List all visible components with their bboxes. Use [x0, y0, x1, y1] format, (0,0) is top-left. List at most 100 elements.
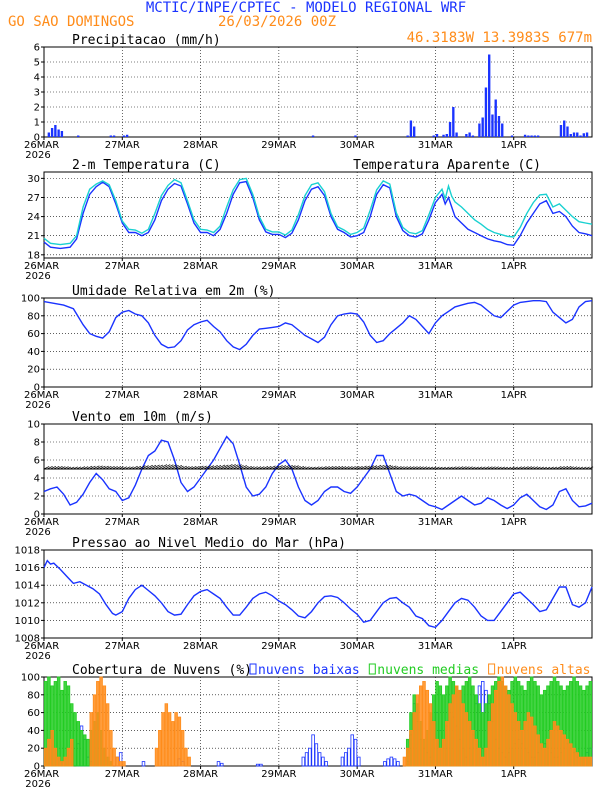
y-tick-label: 24: [27, 212, 40, 223]
bar: [47, 132, 51, 137]
wind-barb: [112, 466, 118, 470]
bar: [63, 756, 67, 767]
bar: [572, 747, 576, 767]
bar: [578, 685, 583, 767]
bar: [167, 712, 172, 767]
bar: [575, 752, 580, 767]
bar: [566, 126, 569, 137]
bar: [154, 747, 159, 767]
bar: [301, 756, 306, 767]
bar: [491, 114, 494, 137]
bar: [565, 738, 570, 767]
wind-barb: [529, 466, 535, 470]
wind-barb: [311, 466, 316, 470]
x-tick-label: 31MAR: [418, 261, 453, 272]
bar: [488, 54, 491, 137]
wind-barb: [203, 465, 211, 470]
wind-barb: [497, 466, 502, 470]
wind-barb: [324, 466, 330, 470]
bar: [164, 703, 169, 767]
bar: [585, 685, 589, 767]
bar: [451, 694, 456, 767]
bar: [458, 689, 462, 767]
wind-barb: [233, 464, 242, 470]
wind-barb: [301, 466, 307, 470]
bar: [419, 685, 423, 767]
bar: [435, 134, 439, 137]
wind-barb: [559, 466, 565, 470]
bar: [500, 676, 505, 767]
bar: [435, 738, 439, 767]
y-tick-label: 10: [27, 420, 40, 431]
bar: [118, 761, 123, 767]
series-nuvens-altas: [43, 676, 593, 767]
wind-barb: [451, 466, 457, 470]
x-tick-label: 29MAR: [261, 641, 296, 652]
wind-barb: [239, 465, 247, 470]
bar: [47, 738, 51, 767]
bar: [125, 134, 129, 137]
bar: [386, 758, 390, 767]
bar: [184, 747, 188, 767]
bar: [79, 730, 84, 767]
wind-barb: [464, 466, 470, 470]
bar: [60, 131, 64, 137]
wind-barb: [99, 465, 106, 470]
y-tick-label: 18: [27, 250, 40, 261]
x-tick-label: 29MAR: [261, 261, 296, 272]
legend-swatch: [368, 663, 376, 675]
wind-barb: [118, 466, 124, 470]
y-tick-label: 1018: [15, 546, 40, 557]
x-tick-label: 30MAR: [340, 641, 375, 652]
y-tick-label: 5: [34, 58, 40, 69]
x-year-label: 2026: [25, 527, 50, 538]
x-tick-label: 30MAR: [340, 140, 375, 151]
bar: [477, 747, 482, 767]
wind-barb: [96, 465, 103, 470]
x-tick-label: 31MAR: [418, 140, 453, 151]
wind-barb: [415, 466, 421, 470]
y-tick-label: 100: [21, 673, 40, 684]
wind-barb: [552, 466, 558, 470]
panel-frame: [43, 171, 593, 259]
bar: [569, 134, 572, 137]
wind-barb: [223, 464, 233, 470]
wind-barb: [317, 466, 323, 470]
bar: [578, 756, 583, 767]
series-line-Temperatura-Aparente: [43, 177, 593, 246]
wind-barb: [363, 465, 370, 470]
bar: [96, 681, 100, 767]
bar: [99, 676, 103, 767]
bar: [452, 107, 455, 137]
wind-barb: [314, 466, 320, 470]
bar: [317, 752, 322, 767]
y-tick-label: 8: [34, 438, 40, 449]
wind-barb: [115, 466, 122, 470]
bar: [357, 756, 361, 767]
bar: [54, 125, 57, 137]
wind-barb: [379, 464, 388, 470]
wind-barb: [549, 466, 554, 470]
wind-barb: [445, 466, 450, 470]
bar: [422, 681, 426, 767]
y-tick-label: 30: [27, 174, 40, 185]
wind-barb: [216, 464, 226, 470]
bar: [523, 134, 527, 137]
wind-barb: [389, 465, 397, 470]
bar: [536, 135, 540, 137]
y-tick-label: 4: [34, 474, 40, 485]
wind-barb: [542, 466, 548, 470]
bar: [471, 135, 475, 137]
y-tick-label: 1: [34, 118, 40, 129]
bar: [56, 676, 61, 767]
y-tick-label: 100: [21, 294, 40, 305]
wind-barb: [262, 465, 269, 470]
bar: [445, 134, 448, 137]
wind-barb: [356, 465, 363, 470]
bar: [102, 685, 107, 767]
wind-barb: [513, 466, 519, 470]
y-tick-label: 0: [34, 510, 40, 521]
wind-barb: [467, 466, 473, 470]
bar: [396, 761, 400, 767]
wind-barb: [432, 466, 437, 470]
